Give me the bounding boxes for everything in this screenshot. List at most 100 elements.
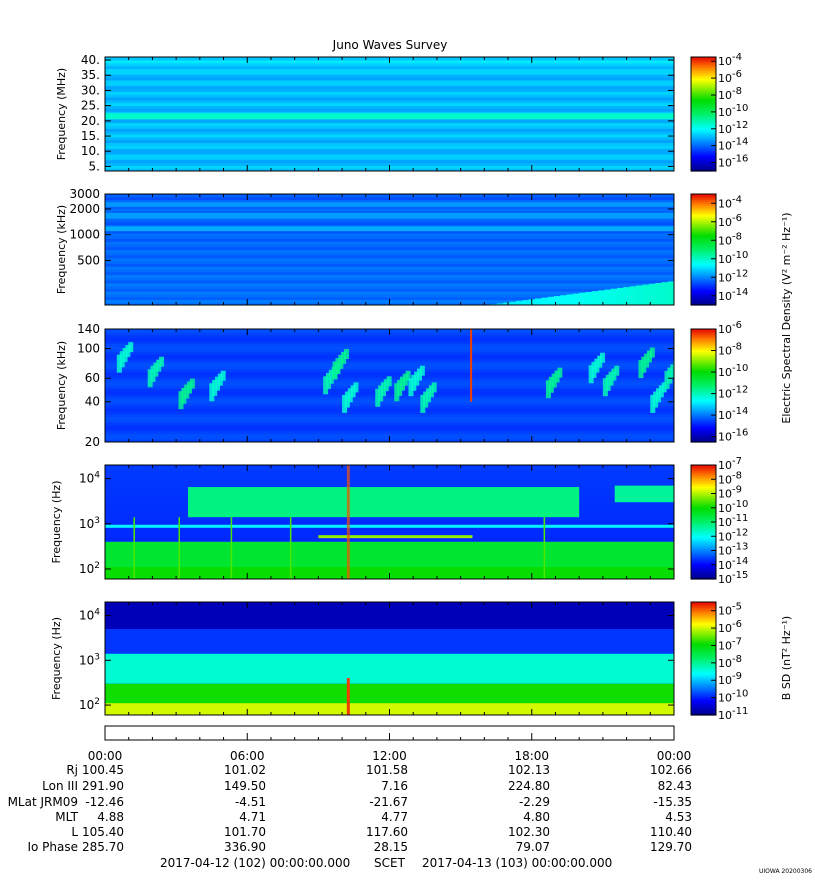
colorbar-segment bbox=[691, 266, 716, 269]
colorbar-segment bbox=[691, 645, 716, 648]
colorbar-segment bbox=[691, 681, 716, 684]
emission-patch bbox=[545, 380, 551, 399]
colorbar-tick-exp: -7 bbox=[732, 636, 742, 647]
y-tick-label-exp: 4 bbox=[94, 607, 100, 617]
colorbar-segment bbox=[691, 297, 716, 301]
colorbar-segment bbox=[691, 618, 716, 622]
colorbar-segment bbox=[691, 142, 716, 145]
colorbar-segment bbox=[691, 426, 716, 430]
plot-area bbox=[105, 602, 674, 715]
colorbar-tick-base: 10 bbox=[718, 290, 732, 303]
colorbar-segment bbox=[691, 344, 716, 347]
emission-patch bbox=[614, 365, 620, 376]
colorbar-segment bbox=[691, 79, 716, 83]
colorbar-segment bbox=[691, 98, 716, 102]
spectrogram-row bbox=[105, 291, 674, 295]
colorbar-segment bbox=[691, 362, 716, 366]
colorbar-tick-base: 10 bbox=[718, 409, 732, 422]
colorbar-tick-exp: -10 bbox=[732, 689, 748, 700]
spectrogram-row bbox=[105, 125, 674, 129]
colorbar-tick-label: 10-5 bbox=[718, 602, 742, 618]
colorbar-tick-label: 10-12 bbox=[718, 120, 748, 136]
colorbar-segment bbox=[691, 607, 716, 611]
colorbar-segment bbox=[691, 487, 716, 491]
y-tick-label: 102 bbox=[79, 561, 100, 576]
colorbar-segment bbox=[691, 366, 716, 370]
colorbar-segment bbox=[691, 529, 716, 533]
colorbar-segment bbox=[691, 334, 716, 338]
colorbar-segment bbox=[691, 106, 716, 109]
colorbar-segment bbox=[691, 497, 716, 500]
spectrogram-row bbox=[105, 62, 674, 67]
colorbar-segment bbox=[691, 199, 716, 202]
colorbar-segment bbox=[691, 167, 716, 170]
colorbar-tick-exp: -7 bbox=[732, 456, 742, 467]
colorbar-segment bbox=[691, 138, 716, 142]
colorbar-segment bbox=[691, 673, 716, 677]
emission-patch bbox=[428, 385, 434, 398]
colorbar-tick-label: 10-11 bbox=[718, 513, 748, 529]
colorbar-segment bbox=[691, 484, 716, 487]
ephemeris-value: 105.40 bbox=[82, 825, 124, 839]
y-tick-label-base: 10 bbox=[79, 517, 94, 531]
colorbar-segment bbox=[691, 387, 716, 390]
emission-patch bbox=[411, 374, 417, 391]
colorbar-segment bbox=[691, 560, 716, 563]
vertical-streak bbox=[543, 517, 546, 579]
emission-patch bbox=[116, 354, 122, 373]
colorbar-segment bbox=[691, 93, 716, 96]
y-tick-label: 3000 bbox=[69, 187, 100, 201]
colorbar-segment bbox=[691, 556, 716, 559]
spectrogram-row bbox=[105, 419, 674, 423]
colorbar-segment bbox=[691, 249, 716, 252]
colorbar-segment bbox=[691, 195, 716, 199]
colorbar-segment bbox=[691, 686, 716, 690]
ephemeris-value: 4.77 bbox=[381, 810, 408, 824]
colorbar-tick-label: 10-10 bbox=[718, 363, 748, 379]
colorbar-segment bbox=[691, 221, 716, 225]
colorbar-segment bbox=[691, 216, 716, 219]
emission-patch bbox=[189, 378, 195, 389]
colorbar-segment bbox=[691, 506, 716, 510]
colorbar-segment bbox=[691, 271, 716, 275]
colorbar-segment bbox=[691, 423, 716, 426]
colorbar-segment bbox=[691, 541, 716, 544]
colorbar-segment bbox=[691, 552, 716, 555]
colorbar-segment bbox=[691, 516, 716, 519]
colorbar-segment bbox=[691, 129, 716, 132]
colorbar-segment bbox=[691, 169, 716, 172]
emission-patch bbox=[156, 359, 162, 372]
ephemeris-value: -2.29 bbox=[519, 795, 550, 809]
emission-patch bbox=[602, 378, 608, 397]
colorbar-tick-exp: -10 bbox=[732, 499, 748, 510]
spectrogram-row bbox=[105, 71, 674, 75]
colorbar-segment bbox=[691, 205, 716, 208]
electric-colorbar-label: Electric Spectral Density (V² m⁻² Hz⁻¹) bbox=[780, 212, 793, 423]
spectrogram-row bbox=[105, 533, 674, 537]
y-tick-label: 60 bbox=[85, 371, 100, 385]
colorbar-segment bbox=[691, 603, 716, 607]
spectrogram-row bbox=[105, 111, 674, 115]
colorbar-segment bbox=[691, 279, 716, 282]
colorbar-segment bbox=[691, 245, 716, 249]
y-tick-label: 103 bbox=[79, 652, 100, 667]
colorbar-tick-exp: -8 bbox=[732, 470, 742, 481]
emission-patch bbox=[338, 354, 344, 369]
colorbar-segment bbox=[691, 558, 716, 561]
ephemeris-value: 4.80 bbox=[523, 810, 550, 824]
spectrogram-row bbox=[105, 268, 674, 273]
colorbar-segment bbox=[691, 119, 716, 123]
colorbar-segment bbox=[691, 679, 716, 682]
colorbar-segment bbox=[691, 210, 716, 214]
y-tick-label-exp: 3 bbox=[94, 652, 100, 662]
colorbar-segment bbox=[691, 77, 716, 81]
colorbar-tick-base: 10 bbox=[718, 530, 732, 543]
emission-band bbox=[105, 113, 674, 120]
spectrogram-row bbox=[105, 470, 674, 475]
spectrogram-row bbox=[105, 282, 674, 287]
emission-patch bbox=[178, 391, 184, 410]
emission-patch bbox=[670, 364, 674, 379]
colorbar-tick-label: 10-6 bbox=[718, 619, 742, 635]
lf-enhancement bbox=[648, 283, 657, 305]
